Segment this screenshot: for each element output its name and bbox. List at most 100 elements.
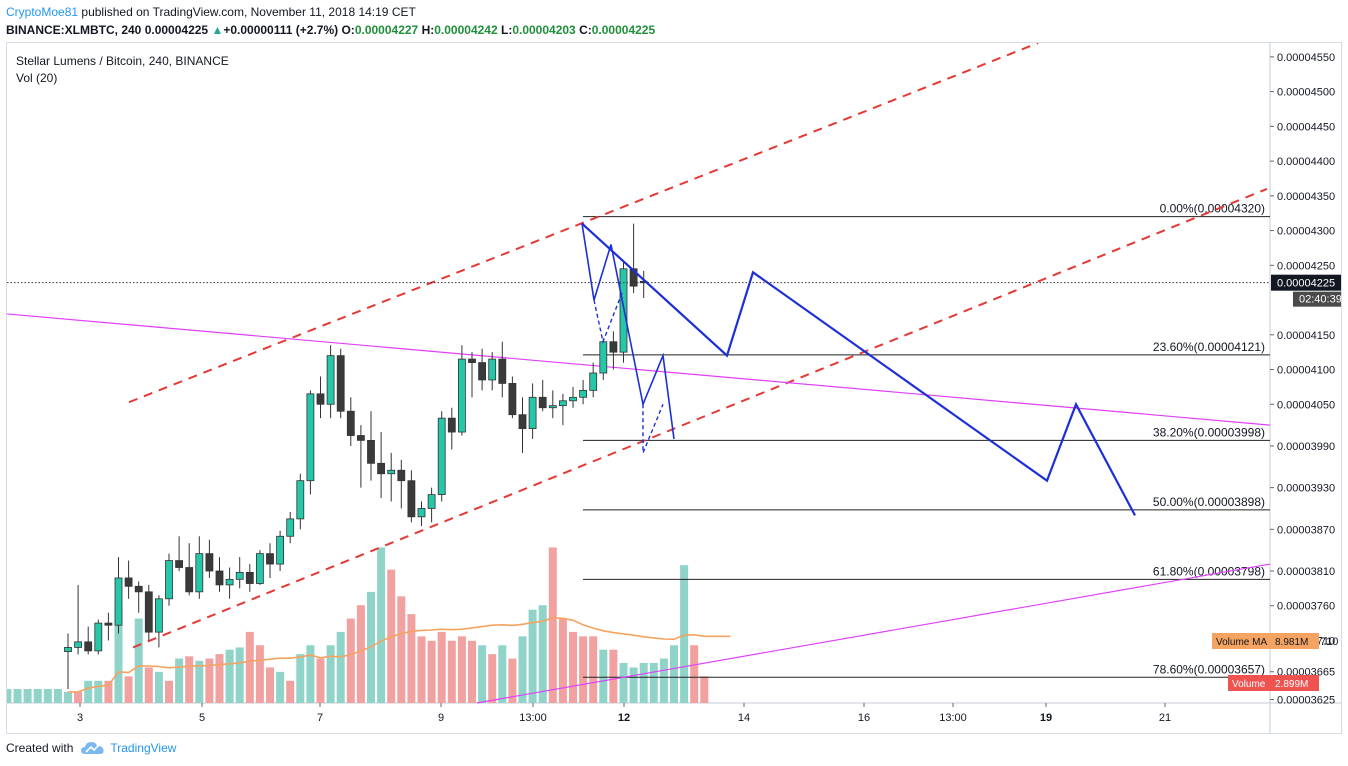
close-label: C: xyxy=(579,23,592,37)
symbol-label: BINANCE:XLMBTC, 240 xyxy=(6,23,142,37)
bearish-candle xyxy=(538,396,547,409)
bearish-candle xyxy=(447,417,456,433)
volume-ma-value: 8.981M xyxy=(1275,637,1308,648)
volume-bar xyxy=(326,645,335,703)
high-value: 0.00004242 xyxy=(434,23,498,37)
bullish-candle xyxy=(437,417,446,495)
volume-bar xyxy=(225,649,234,703)
bullish-candle xyxy=(154,598,163,633)
volume-bar xyxy=(498,645,507,703)
y-tick-label: 0.00004250 xyxy=(1277,260,1335,272)
bullish-candle xyxy=(286,518,295,537)
countdown-label: 02:40:39 xyxy=(1299,294,1341,306)
bearish-candle xyxy=(175,560,184,568)
bullish-candle xyxy=(488,358,497,381)
volume-bar xyxy=(488,654,497,703)
volume-bar xyxy=(417,636,426,703)
bearish-candle xyxy=(346,410,355,436)
price-chart[interactable]: 0.00%(0.00004320) 23.60%(0.00004121) 38.20… xyxy=(3,42,1342,733)
volume-bar xyxy=(3,689,12,703)
volume-bar xyxy=(64,691,72,703)
bearish-candle xyxy=(104,622,113,626)
low-label: L: xyxy=(500,23,513,37)
bullish-candle xyxy=(276,535,285,565)
bullish-candle xyxy=(548,405,557,409)
x-tick-label: 19 xyxy=(1040,712,1052,724)
resistance-trendline xyxy=(6,313,1271,426)
volume-bar xyxy=(175,658,184,703)
volume-bar xyxy=(690,645,699,703)
bullish-candle xyxy=(195,553,204,593)
y-tick-label: 0.00004500 xyxy=(1277,87,1335,99)
publish-header: CryptoMoe81 published on TradingView.com… xyxy=(6,4,416,20)
volume-bar xyxy=(346,618,355,703)
bearish-candle xyxy=(367,439,375,464)
x-tick-label: 21 xyxy=(1159,712,1171,724)
fib-level-label: 50.00%(0.00003898) xyxy=(1153,495,1265,509)
open-label: O: xyxy=(341,23,355,37)
volume-bar xyxy=(13,689,22,703)
volume-bar xyxy=(619,663,628,703)
volume-bar xyxy=(579,636,588,703)
volume-bar xyxy=(478,645,487,703)
bearish-candle xyxy=(336,355,345,412)
bullish-candle xyxy=(559,400,567,407)
bullish-candle xyxy=(255,553,264,584)
volume-ma-line xyxy=(68,616,731,693)
channel-upper-line xyxy=(128,42,1039,404)
last-price-tag xyxy=(1271,274,1341,291)
volume-tag xyxy=(1228,675,1276,691)
bearish-candle xyxy=(629,268,638,287)
x-tick-label: 13:00 xyxy=(939,712,967,724)
countdown-tag xyxy=(1293,291,1341,307)
x-tick-label: 7 xyxy=(317,712,323,724)
volume-bar xyxy=(599,649,608,703)
volume-bar xyxy=(205,658,214,703)
bearish-candle xyxy=(144,591,153,633)
support-trendline xyxy=(476,563,1271,704)
volume-bar xyxy=(680,565,689,703)
bearish-candle xyxy=(468,358,476,363)
cloud-icon xyxy=(81,742,104,754)
volume-bar xyxy=(548,547,557,703)
volume-ma-label: Volume MA xyxy=(1216,637,1267,648)
volume-bar xyxy=(468,640,476,703)
volume-value-tag xyxy=(1271,675,1319,691)
volume-bar xyxy=(154,671,163,703)
bearish-candle xyxy=(316,393,325,405)
volume-bar xyxy=(185,656,194,703)
volume-bar xyxy=(235,647,244,703)
last-price: 0.00004225 xyxy=(144,23,209,37)
volume-bar xyxy=(639,663,648,703)
bullish-candle xyxy=(417,508,426,518)
volume-bar xyxy=(377,547,386,703)
x-tick-label: 13:00 xyxy=(519,712,547,724)
chart-title: Stellar Lumens / Bitcoin, 240, BINANCE xyxy=(16,54,229,68)
chart-area[interactable]: 0.00%(0.00004320) 23.60%(0.00004121) 38.20… xyxy=(3,42,1342,734)
volume-bar xyxy=(336,631,345,703)
open-value: 0.00004227 xyxy=(354,23,419,37)
projection-path-main xyxy=(581,222,1136,516)
author-link[interactable]: CryptoMoe81 xyxy=(6,5,79,19)
bearish-candle xyxy=(215,570,224,586)
y-tick-label: 0.00004350 xyxy=(1277,191,1335,203)
bullish-candle xyxy=(94,622,103,652)
x-tick-label: 12 xyxy=(618,712,630,724)
volume-bar xyxy=(94,680,103,703)
publish-info: published on TradingView.com, November 1… xyxy=(81,5,416,19)
volume-bar xyxy=(437,631,446,703)
y-tick-label: 0.00004400 xyxy=(1277,156,1335,168)
volume-bar xyxy=(569,631,577,703)
bearish-candle xyxy=(478,362,487,381)
ohlc-bar: BINANCE:XLMBTC, 240 0.00004225 ▲+0.00000… xyxy=(6,22,655,38)
y-tick-label: 0.00004050 xyxy=(1277,399,1335,411)
volume-bar xyxy=(296,654,305,703)
tradingview-link[interactable]: TradingView xyxy=(81,740,176,756)
volume-bar xyxy=(53,689,62,703)
bullish-candle xyxy=(589,372,598,391)
tradingview-brand: TradingView xyxy=(110,741,177,755)
fib-level-label: 78.60%(0.00003657) xyxy=(1153,662,1265,676)
bearish-candle xyxy=(185,567,194,593)
volume-bar xyxy=(84,680,93,703)
close-value: 0.00004225 xyxy=(591,23,656,37)
